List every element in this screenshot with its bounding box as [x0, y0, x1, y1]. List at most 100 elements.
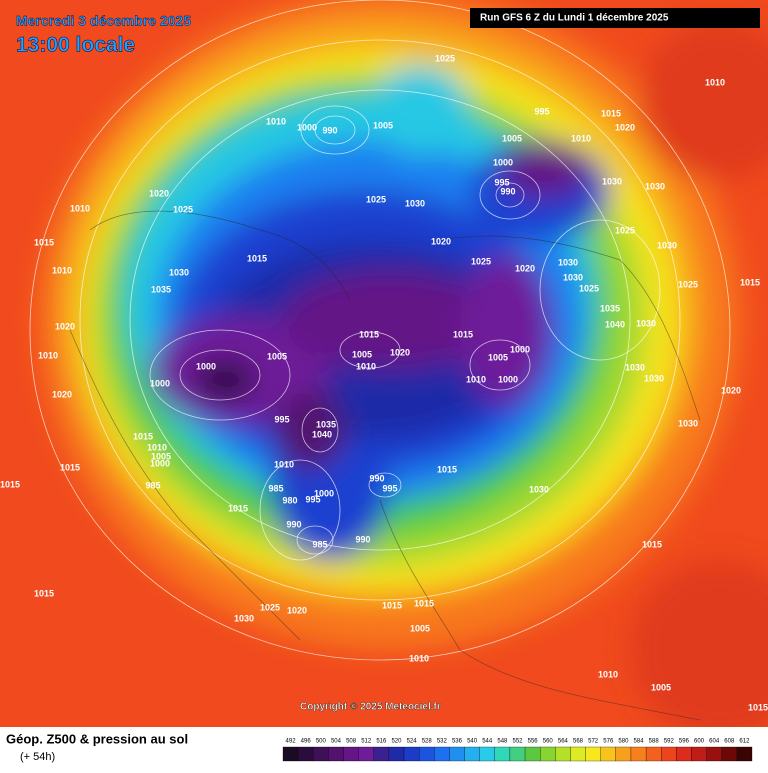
isobar-label: 1025	[435, 53, 455, 63]
colorbar-label: 548	[497, 739, 508, 745]
isobar-label: 1015	[748, 702, 768, 712]
colorbar-swatch	[706, 746, 722, 762]
isobar-label: 1025	[615, 225, 635, 235]
colorbar-label: 596	[679, 739, 690, 745]
colorbar-label: 592	[664, 739, 675, 745]
colorbar-swatch	[313, 746, 329, 762]
isobar-label: 1010	[466, 374, 486, 384]
forecast-lead: (+ 54h)	[20, 751, 55, 763]
isobar-label: 1035	[600, 303, 620, 313]
isobar-label: 1025	[173, 204, 193, 214]
isobar-label: 1005	[352, 349, 372, 359]
isobar-label: 1040	[312, 429, 332, 439]
colorbar-swatch	[343, 746, 359, 762]
isobar-label: 1005	[410, 623, 430, 633]
colorbar-label: 492	[286, 739, 297, 745]
colorbar-swatch	[736, 746, 753, 762]
isobar-label: 1015	[453, 329, 473, 339]
isobar-label: 995	[382, 483, 397, 493]
isobar-label: 1010	[598, 669, 618, 679]
colorbar-swatch	[403, 746, 420, 762]
isobar-label: 1030	[169, 267, 189, 277]
colorbar-label: 536	[452, 739, 463, 745]
colorbar-swatch	[509, 746, 526, 762]
colorbar-swatch	[494, 746, 511, 762]
isobar-label: 1005	[267, 351, 287, 361]
copyright: Copyright © 2025 Meteociel.fr	[300, 702, 441, 713]
colorbar-label: 576	[603, 739, 614, 745]
colorbar-label: 496	[301, 739, 312, 745]
isobar-label: 1010	[266, 116, 286, 126]
colorbar-swatch	[615, 746, 632, 762]
colorbar-label: 508	[346, 739, 357, 745]
isobar-label: 1015	[359, 329, 379, 339]
isobar-label: 1000	[493, 157, 513, 167]
colorbar-swatch	[434, 746, 450, 762]
colorbar-swatch	[464, 746, 480, 762]
local-time: 13:00 locale	[16, 34, 135, 57]
isobar-label: 1005	[151, 451, 171, 461]
isobar-label: 1005	[488, 352, 508, 362]
colorbar-label: 556	[528, 739, 539, 745]
isobar-label: 1015	[228, 503, 248, 513]
run-info: Run GFS 6 Z du Lundi 1 décembre 2025	[480, 13, 669, 24]
colorbar-swatch	[661, 746, 677, 762]
isobar-label: 1020	[52, 389, 72, 399]
isobar-label: 1025	[260, 602, 280, 612]
isobar-label: 1010	[409, 653, 429, 663]
isobar-label: 1025	[366, 194, 386, 204]
isobar-label: 990	[322, 125, 337, 135]
isobar-label: 990	[286, 519, 301, 529]
colorbar-label: 608	[724, 739, 735, 745]
isobar-label: 1015	[437, 464, 457, 474]
colorbar-label: 520	[391, 739, 402, 745]
colorbar-swatch	[676, 746, 692, 762]
isobar-label: 1000	[150, 378, 170, 388]
isobar-label: 1005	[651, 682, 671, 692]
colorbar-label: 580	[618, 739, 629, 745]
isobar-label: 1020	[721, 385, 741, 395]
colorbar-label: 612	[739, 739, 750, 745]
isobar-label: 990	[500, 186, 515, 196]
colorbar-swatch	[645, 746, 662, 762]
colorbar-swatch	[449, 746, 465, 762]
colorbar-swatch	[282, 746, 299, 762]
colorbar-swatch	[570, 746, 586, 762]
colorbar-swatch	[721, 746, 738, 762]
isobar-label: 1015	[34, 237, 54, 247]
isobar-label: 1010	[274, 459, 294, 469]
isobar-label: 1015	[414, 598, 434, 608]
isobar-label: 1005	[502, 133, 522, 143]
isobar-label: 1010	[356, 361, 376, 371]
isobar-label: 1035	[316, 419, 336, 429]
colorbar-label: 584	[634, 739, 645, 745]
z500-field: 1025 1010 1010 1000 990 1005 995 1015 1020 1005 10…	[0, 0, 768, 727]
isobar-label: 1020	[515, 263, 535, 273]
isobar-label: 1015	[382, 600, 402, 610]
isobar-label: 1025	[579, 283, 599, 293]
colorbar-label: 604	[709, 739, 720, 745]
isobar-label: 1015	[642, 539, 662, 549]
date-title: Mercredi 3 décembre 2025	[16, 13, 191, 29]
isobar-label: 990	[369, 473, 384, 483]
isobar-label: 1030	[645, 181, 665, 191]
isobar-label: 1035	[151, 284, 171, 294]
colorbar-label: 552	[512, 739, 523, 745]
isobar-label: 985	[312, 539, 327, 549]
colorbar-swatch	[358, 746, 374, 762]
colorbar-label: 500	[316, 739, 327, 745]
isobar-label: 985	[145, 480, 160, 490]
isobar-label: 1030	[602, 176, 622, 186]
isobar-label: 1020	[390, 347, 410, 357]
isobar-label: 985	[268, 483, 283, 493]
isobar-label: 1030	[563, 272, 583, 282]
colorbar: 492 496 500 504 508 512 516 520 524 528 532 536 540 5…	[282, 739, 753, 762]
isobar-label: 1030	[657, 240, 677, 250]
isobar-label: 1000	[297, 122, 317, 132]
colorbar-label: 516	[376, 739, 387, 745]
isobar-label: 990	[355, 534, 370, 544]
colorbar-swatch	[540, 746, 556, 762]
isobar-label: 1030	[678, 418, 698, 428]
